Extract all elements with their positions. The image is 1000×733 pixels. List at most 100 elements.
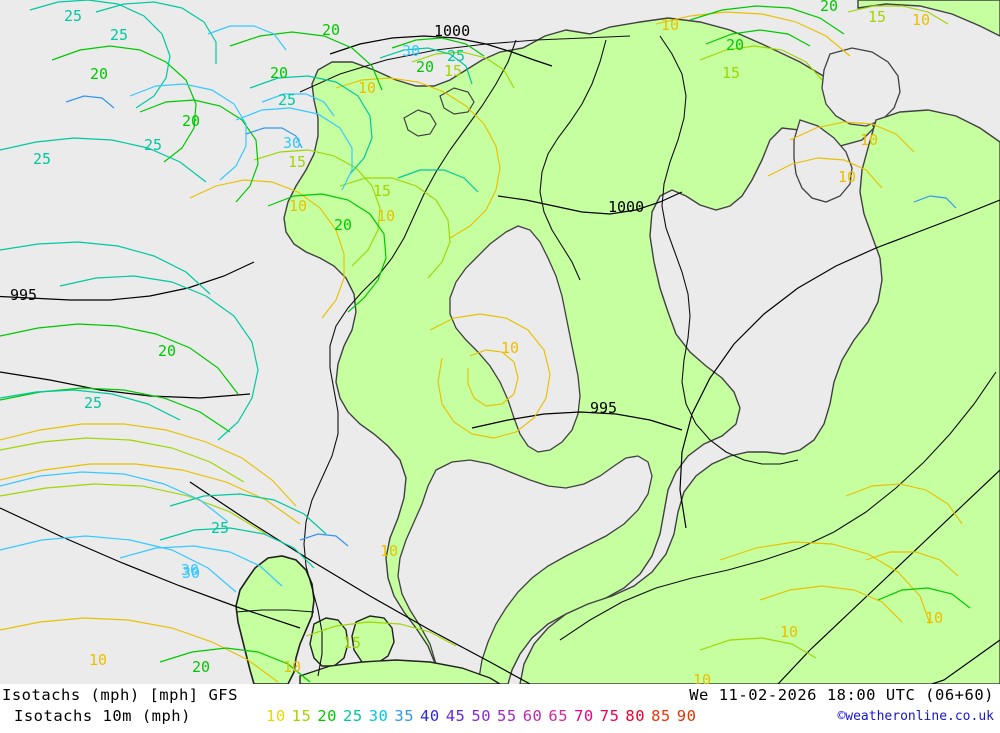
isotach-contours-35 (65, 95, 957, 547)
isotach-label-20: 20 (158, 342, 176, 360)
baltic-sea (397, 455, 653, 684)
scale-value-60[interactable]: 60 (522, 707, 543, 725)
isotach-label-4: 25 (144, 136, 162, 154)
land-east-russia (519, 109, 1000, 684)
isotach-label-24: 30 (181, 561, 199, 579)
scale-value-90[interactable]: 90 (676, 707, 697, 725)
scale-value-65[interactable]: 65 (548, 707, 569, 725)
isotach-contours-15 (0, 5, 949, 659)
isotach-label-14: 20 (334, 216, 352, 234)
isobar-diag-1 (0, 371, 251, 399)
isotach-label-41: 10 (925, 609, 943, 627)
isotach-label-3: 20 (182, 112, 200, 130)
scale-value-80[interactable]: 80 (625, 707, 646, 725)
isotach-label-22: 25 (211, 519, 229, 537)
isotach-label-36: 15 (722, 64, 740, 82)
isotach-label-34: 10 (912, 11, 930, 29)
scale-value-30[interactable]: 30 (368, 707, 389, 725)
isotach-label-38: 10 (838, 168, 856, 186)
isotach-label-2: 20 (90, 65, 108, 83)
scale-value-35[interactable]: 35 (394, 707, 415, 725)
land-funen (309, 617, 349, 667)
isobar-label-3: 995 (590, 399, 617, 417)
footer-copyright: ©weatheronline.co.uk (837, 709, 994, 724)
scale-value-85[interactable]: 85 (651, 707, 671, 725)
isotach-label-10: 15 (373, 182, 391, 200)
scale-value-70[interactable]: 70 (574, 707, 594, 725)
isobars (0, 35, 1000, 684)
scale-value-45[interactable]: 45 (445, 707, 466, 725)
isobar-1000-north (329, 35, 553, 67)
scale-value-15[interactable]: 15 (291, 707, 312, 725)
national-borders (235, 35, 997, 677)
color-scale-legend[interactable]: 10 15 20 25 30 35 40 45 50 55 60 65 70 75 80 85 90 (266, 707, 696, 725)
isotach-label-26: 20 (192, 658, 210, 676)
isotach-label-31: 10 (693, 671, 711, 684)
isotach-label-23: 30 (182, 564, 200, 582)
isotach-label-33: 15 (868, 8, 886, 26)
isotach-label-25: 10 (89, 651, 107, 669)
isobar-label-0: 1000 (434, 22, 470, 40)
isotach-label-0: 25 (64, 7, 82, 25)
land-germany-poland (299, 659, 502, 684)
land-lofoten (403, 109, 437, 137)
isotach-contours-30 (0, 25, 353, 593)
footer-subtitle: Isotachs 10m (mph) (14, 707, 191, 725)
border-sweden-finland (539, 39, 607, 281)
scale-value-55[interactable]: 55 (497, 707, 517, 725)
isotach-label-27: 10 (283, 658, 301, 676)
isobar-diag-3 (189, 481, 531, 684)
gulf-of-bothnia (449, 225, 581, 453)
isobar-ne-1 (679, 199, 1000, 529)
scale-value-75[interactable]: 75 (599, 707, 620, 725)
land-northeast (857, 0, 1000, 37)
isotach-label-21: 25 (84, 394, 102, 412)
isotach-label-17: 20 (416, 58, 434, 76)
isotach-label-7: 20 (322, 21, 340, 39)
scale-value-50[interactable]: 50 (471, 707, 492, 725)
isotach-label-9: 15 (288, 153, 306, 171)
footer-valid-time: We 11-02-2026 18:00 UTC (06+60) (689, 686, 994, 704)
scale-value-40[interactable]: 40 (420, 707, 440, 725)
scale-value-20[interactable]: 20 (317, 707, 338, 725)
isotach-label-40: 10 (780, 623, 798, 641)
border-arctic-coast (299, 35, 631, 93)
border-russia-south (559, 371, 997, 641)
isotach-label-5: 30 (283, 134, 301, 152)
scale-value-25[interactable]: 25 (343, 707, 363, 725)
isotach-label-35: 20 (726, 36, 744, 54)
isotach-label-30: 10 (501, 339, 519, 357)
isotach-label-6: 25 (278, 91, 296, 109)
isobar-1000-mid (497, 191, 683, 215)
isobar-diag-2 (0, 507, 301, 629)
isotach-label-37: 10 (860, 131, 878, 149)
isotach-label-11: 10 (358, 79, 376, 97)
land-zealand (351, 615, 395, 665)
isobar-label-1: 1000 (608, 198, 644, 216)
isotach-label-32: 20 (820, 0, 838, 15)
isobar-995-west (0, 261, 255, 301)
isotach-label-18: 15 (444, 62, 462, 80)
footer-title: Isotachs (mph) [mph] GFS (2, 686, 238, 704)
border-finland-russia (659, 35, 799, 465)
isotach-label-19: 25 (33, 150, 51, 168)
isotach-label-28: 15 (343, 634, 361, 652)
isobar-label-2: 995 (10, 286, 37, 304)
footer: Isotachs (mph) [mph] GFS Isotachs 10m (m… (0, 684, 1000, 733)
isotach-label-15: 30 (402, 42, 420, 60)
border-norway-sweden (303, 39, 517, 677)
scale-value-10[interactable]: 10 (266, 707, 286, 725)
isotach-label-16: 25 (447, 47, 465, 65)
isobar-se-2 (931, 639, 1000, 684)
isotach-label-12: 10 (289, 197, 307, 215)
isotach-label-1: 25 (110, 26, 128, 44)
map-canvas[interactable]: 25 25 20 20 25 30 25 20 20 15 15 10 10 10 20 30 25 20 15 25… (0, 0, 1000, 684)
isobar-se-1 (777, 469, 1000, 684)
isobar-995-mid (471, 411, 683, 431)
white-sea-throat (793, 119, 853, 203)
isotach-contours-25 (0, 0, 479, 569)
isotach-label-8: 20 (270, 64, 288, 82)
isotach-label-29: 10 (380, 542, 398, 560)
